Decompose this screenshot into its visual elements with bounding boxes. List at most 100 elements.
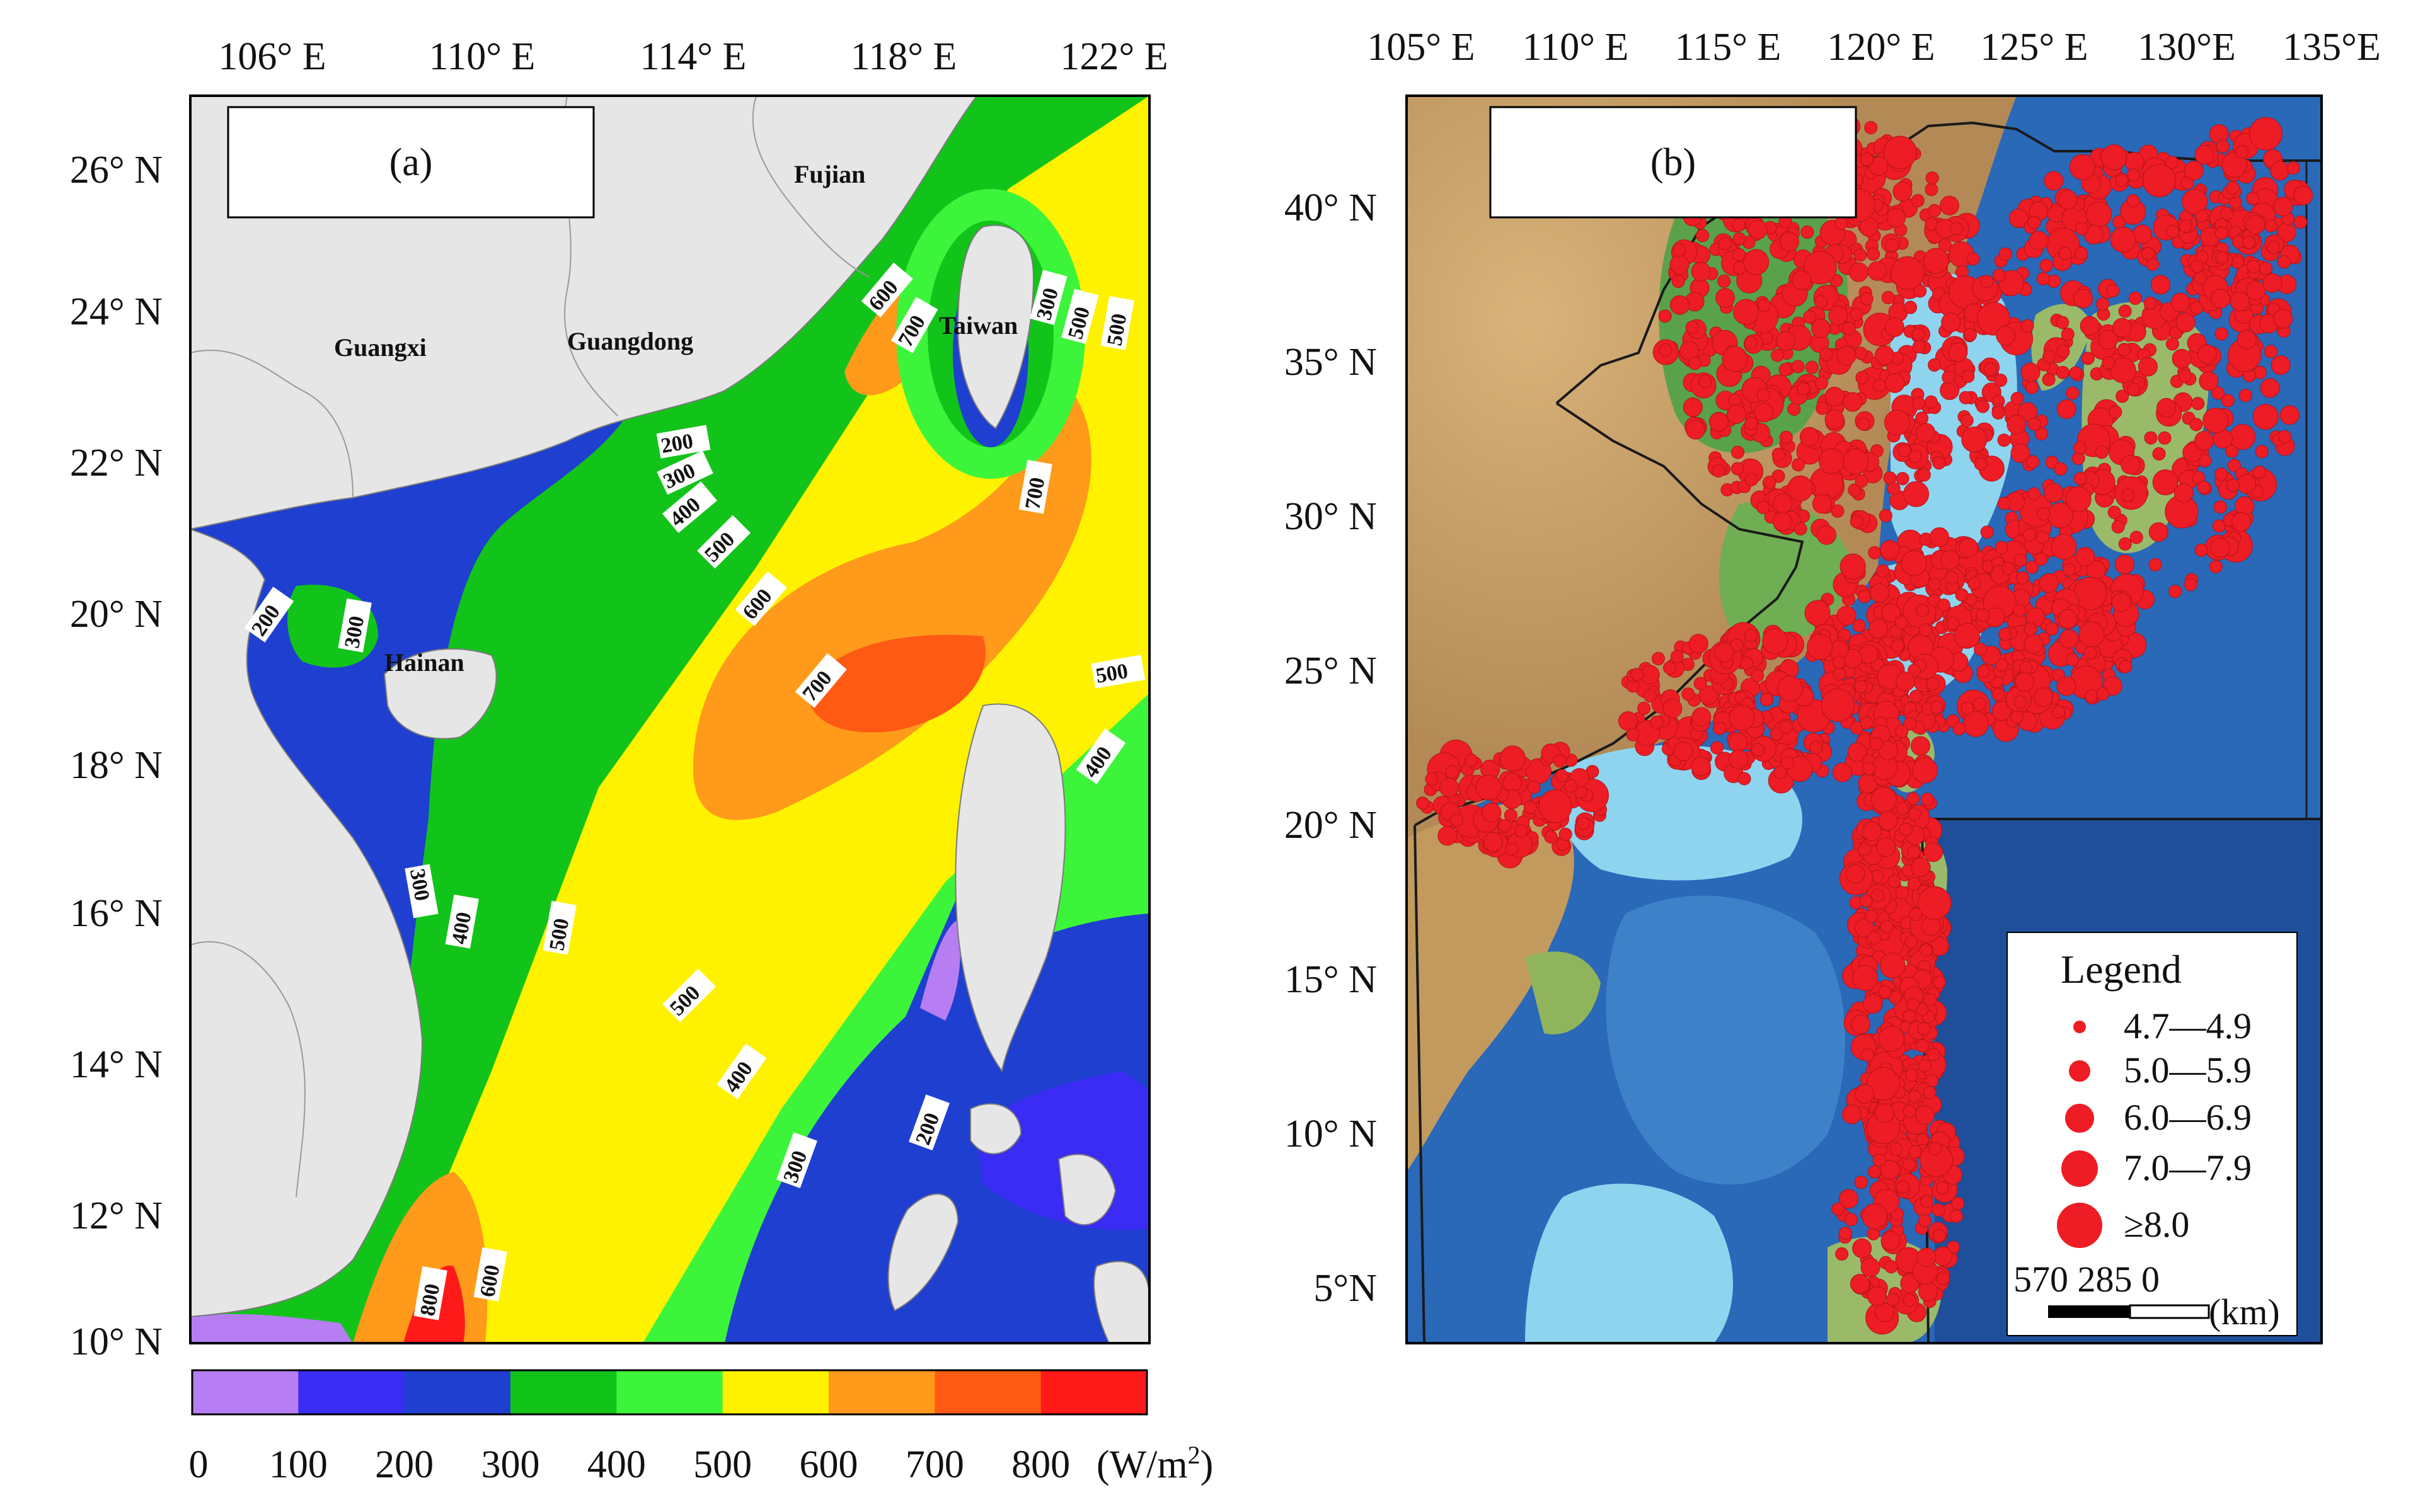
epicentre-marker	[2039, 259, 2053, 273]
epicentre-marker	[1862, 1203, 1888, 1229]
epicentre-marker	[2271, 355, 2291, 375]
epicentre-marker	[1863, 994, 1883, 1014]
epicentre-marker	[1998, 627, 2012, 641]
epicentre-marker	[1878, 810, 1898, 830]
epicentre-marker	[2214, 467, 2228, 481]
epicentre-marker	[1771, 447, 1785, 461]
epicentre-marker	[2260, 378, 2280, 398]
epicentre-marker	[2273, 309, 2293, 329]
colorbar-tick: 200	[375, 1443, 434, 1486]
colorbar-unit: (W/m2)	[1097, 1441, 1213, 1487]
epicentre-marker	[1514, 824, 1528, 838]
panel-b-lon-label: 120° E	[1827, 26, 1935, 69]
epicentre-marker	[2293, 185, 2313, 205]
epicentre-marker	[1848, 262, 1868, 282]
epicentre-marker	[2128, 291, 2142, 305]
epicentre-marker	[1762, 628, 1788, 655]
epicentre-marker	[2063, 563, 2076, 576]
epicentre-marker	[1855, 1084, 1875, 1104]
land-indochina-b	[1407, 803, 1574, 1172]
epicentre-marker	[2029, 231, 2049, 251]
epicentre-marker	[2277, 255, 2291, 269]
epicentre-marker	[2225, 444, 2239, 458]
epicentre-marker	[1744, 336, 1758, 350]
epicentre-marker	[1558, 827, 1572, 841]
epicentre-marker	[1952, 722, 1966, 736]
epicentre-marker	[1763, 476, 1776, 490]
epicentre-marker	[1995, 658, 2008, 672]
epicentre-marker	[1995, 541, 2008, 554]
colorbar-swatch	[510, 1370, 618, 1414]
epicentre-marker	[1880, 1230, 1901, 1251]
epicentre-marker	[2252, 404, 2279, 430]
contour-label-700: 700	[1021, 476, 1049, 512]
scale-bar-dark	[2048, 1305, 2130, 1318]
epicentre-marker	[2085, 689, 2098, 702]
epicentre-marker	[2279, 405, 2300, 425]
epicentre-marker	[2191, 397, 2205, 411]
epicentre-marker	[1884, 410, 1910, 436]
epicentre-marker	[1637, 701, 1651, 715]
epicentre-marker	[2214, 327, 2228, 341]
epicentre-marker	[2273, 197, 2293, 217]
epicentre-marker	[1803, 310, 1817, 324]
epicentre-marker	[1791, 360, 1805, 374]
epicentre-marker	[1916, 1039, 1930, 1053]
epicentre-marker	[1698, 685, 1719, 705]
epicentre-marker	[1891, 639, 1904, 653]
epicentre-marker	[1739, 656, 1753, 670]
epicentre-marker	[1770, 727, 1783, 741]
epicentre-marker	[1854, 680, 1868, 694]
epicentre-marker	[1955, 588, 1969, 602]
epicentre-marker	[1925, 171, 1939, 185]
epicentre-marker	[1483, 832, 1503, 852]
epicentre-marker	[1996, 326, 2016, 346]
epicentre-marker	[2066, 386, 2080, 400]
colorbar-unit-suffix: )	[1200, 1443, 1214, 1486]
epicentre-marker	[1864, 121, 1878, 135]
epicentre-marker	[1618, 711, 1638, 731]
epicentre-marker	[1873, 379, 1887, 392]
epicentre-marker	[1812, 494, 1832, 514]
panel-a-longitude-labels: 106° E 110° E 114° E 118° E 122° E	[218, 35, 1168, 78]
epicentre-marker	[2248, 117, 2283, 151]
epicentre-marker	[1879, 953, 1906, 979]
epicentre-marker	[1854, 1176, 1868, 1189]
epicentre-marker	[2199, 371, 2219, 391]
epicentre-marker	[1960, 414, 1974, 428]
epicentre-marker	[2211, 386, 2225, 400]
legend-item-4-7: 4.7—4.9	[2124, 1005, 2252, 1046]
epicentre-marker	[1967, 576, 1981, 590]
epicentre-marker	[1875, 1103, 1895, 1123]
panel-b-lat-label: 5°N	[1313, 1267, 1377, 1310]
epicentre-marker	[1857, 417, 1870, 431]
epicentre-marker	[2102, 356, 2116, 370]
epicentre-marker	[1868, 546, 1882, 559]
epicentre-marker	[2270, 161, 2290, 181]
epicentre-marker	[2073, 472, 2087, 486]
epicentre-marker	[2172, 348, 2192, 369]
epicentre-marker	[1855, 918, 1875, 938]
epicentre-marker	[1852, 1238, 1872, 1258]
panel-b-latitude-labels: 40° N 35° N 30° N 25° N 20° N 15° N 10° N 5°N	[1284, 186, 1377, 1310]
colorbar-tick: 100	[269, 1443, 328, 1486]
epicentre-marker	[1932, 1228, 1946, 1242]
epicentre-marker	[1439, 777, 1459, 798]
colorbar-tick: 700	[906, 1443, 964, 1486]
panel-a-frame	[189, 94, 1151, 1344]
epicentre-marker	[2065, 486, 2092, 512]
epicentre-marker	[2168, 585, 2182, 598]
epicentre-marker	[1963, 711, 1989, 737]
epicentre-marker	[1728, 732, 1748, 752]
epicentre-marker	[1743, 249, 1770, 275]
epicentre-marker	[2019, 661, 2033, 675]
epicentre-marker	[1850, 307, 1863, 321]
epicentre-marker	[1775, 331, 1795, 352]
epicentre-marker	[2221, 152, 2248, 178]
epicentre-marker	[2052, 705, 2066, 719]
panel-b-tag-box	[1489, 106, 1857, 219]
epicentre-marker	[2111, 520, 2125, 534]
indochina-lowland	[1525, 951, 1601, 1034]
scale-bar-text: 570 285 0	[2013, 1259, 2160, 1300]
panel-b-lat-label: 40° N	[1284, 186, 1377, 229]
